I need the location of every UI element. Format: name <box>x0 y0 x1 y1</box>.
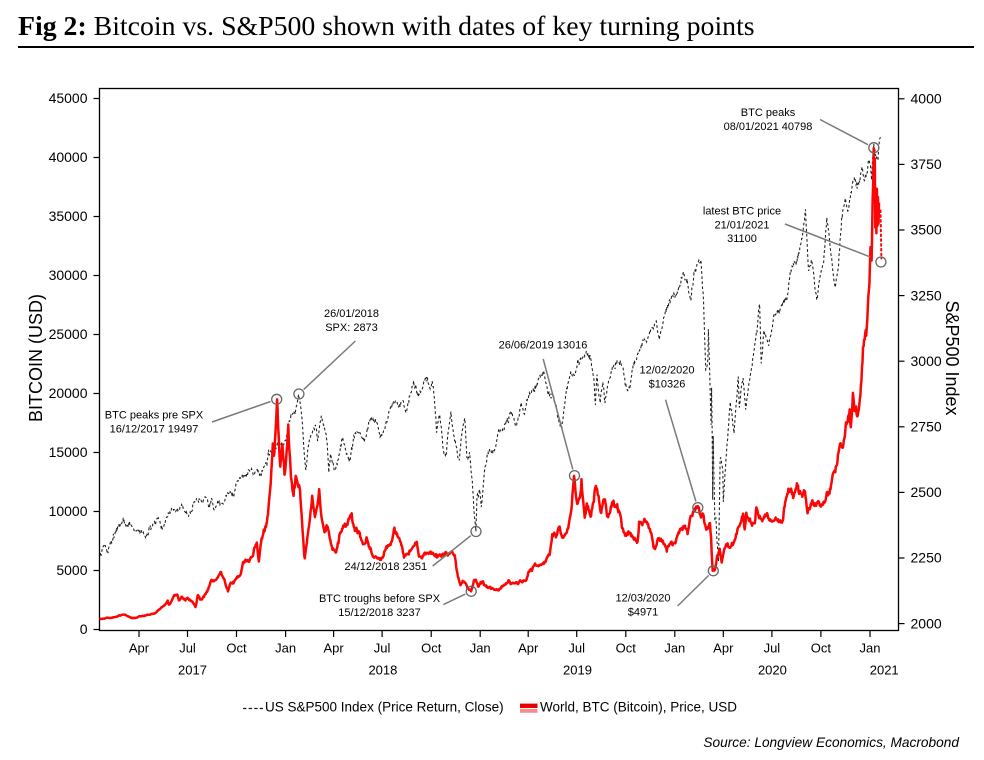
svg-text:US S&P500 Index (Price Return,: US S&P500 Index (Price Return, Close) <box>265 700 504 715</box>
svg-text:2019: 2019 <box>563 662 592 677</box>
svg-text:Jan: Jan <box>275 640 296 655</box>
svg-text:Jan: Jan <box>664 640 685 655</box>
svg-text:3000: 3000 <box>911 353 942 369</box>
svg-text:20000: 20000 <box>49 385 88 401</box>
svg-text:SPX: 2873: SPX: 2873 <box>325 322 378 334</box>
svg-text:2500: 2500 <box>911 484 942 500</box>
svg-text:BTC peaks: BTC peaks <box>741 107 796 119</box>
svg-text:Oct: Oct <box>811 640 832 655</box>
svg-text:Jan: Jan <box>860 640 881 655</box>
svg-text:30000: 30000 <box>49 267 88 283</box>
svg-text:5000: 5000 <box>56 562 87 578</box>
svg-text:35000: 35000 <box>49 208 88 224</box>
svg-text:0: 0 <box>80 621 88 637</box>
svg-text:2750: 2750 <box>911 419 942 435</box>
svg-text:12/02/2020: 12/02/2020 <box>639 365 694 377</box>
svg-text:2017: 2017 <box>178 662 207 677</box>
svg-text:2018: 2018 <box>368 662 397 677</box>
svg-text:Oct: Oct <box>226 640 247 655</box>
svg-text:4000: 4000 <box>911 91 942 107</box>
svg-text:S&P500 Index: S&P500 Index <box>942 300 962 415</box>
svg-text:Jul: Jul <box>568 640 585 655</box>
svg-text:15/12/2018 3237: 15/12/2018 3237 <box>338 607 421 619</box>
svg-text:15000: 15000 <box>49 444 88 460</box>
svg-text:Apr: Apr <box>129 640 150 655</box>
svg-text:Oct: Oct <box>616 640 637 655</box>
svg-text:Apr: Apr <box>323 640 344 655</box>
svg-text:31100: 31100 <box>727 233 757 245</box>
svg-text:3250: 3250 <box>911 287 942 303</box>
svg-text:$10326: $10326 <box>649 378 686 390</box>
svg-text:$4971: $4971 <box>628 606 659 618</box>
svg-text:BITCOIN (USD): BITCOIN (USD) <box>26 294 46 422</box>
svg-text:16/12/2017 19497: 16/12/2017 19497 <box>110 423 199 435</box>
svg-text:2000: 2000 <box>911 615 942 631</box>
svg-text:BTC troughs before SPX: BTC troughs before SPX <box>319 593 441 605</box>
svg-text:3500: 3500 <box>911 222 942 238</box>
svg-text:10000: 10000 <box>49 503 88 519</box>
svg-text:Jul: Jul <box>374 640 391 655</box>
svg-text:12/03/2020: 12/03/2020 <box>615 593 670 605</box>
svg-text:Apr: Apr <box>713 640 734 655</box>
svg-text:Jan: Jan <box>470 640 491 655</box>
svg-text:Oct: Oct <box>421 640 442 655</box>
svg-text:Jul: Jul <box>179 640 196 655</box>
svg-text:2250: 2250 <box>911 550 942 566</box>
svg-text:3750: 3750 <box>911 156 942 172</box>
svg-text:26/06/2019 13016: 26/06/2019 13016 <box>499 340 588 352</box>
svg-text:BTC peaks pre SPX: BTC peaks pre SPX <box>105 410 204 422</box>
svg-text:08/01/2021 40798: 08/01/2021 40798 <box>724 121 813 133</box>
svg-text:24/12/2018 2351: 24/12/2018 2351 <box>345 561 428 573</box>
svg-text:latest BTC price: latest BTC price <box>703 206 781 218</box>
svg-text:26/01/2018: 26/01/2018 <box>324 308 379 320</box>
svg-text:25000: 25000 <box>49 326 88 342</box>
svg-text:2021: 2021 <box>870 662 899 677</box>
svg-text:40000: 40000 <box>49 149 88 165</box>
svg-text:World, BTC (Bitcoin), Price, U: World, BTC (Bitcoin), Price, USD <box>540 700 737 715</box>
svg-text:Apr: Apr <box>518 640 539 655</box>
svg-text:21/01/2021: 21/01/2021 <box>714 219 769 231</box>
svg-text:45000: 45000 <box>49 90 88 106</box>
svg-text:2020: 2020 <box>758 662 787 677</box>
svg-text:Jul: Jul <box>764 640 781 655</box>
